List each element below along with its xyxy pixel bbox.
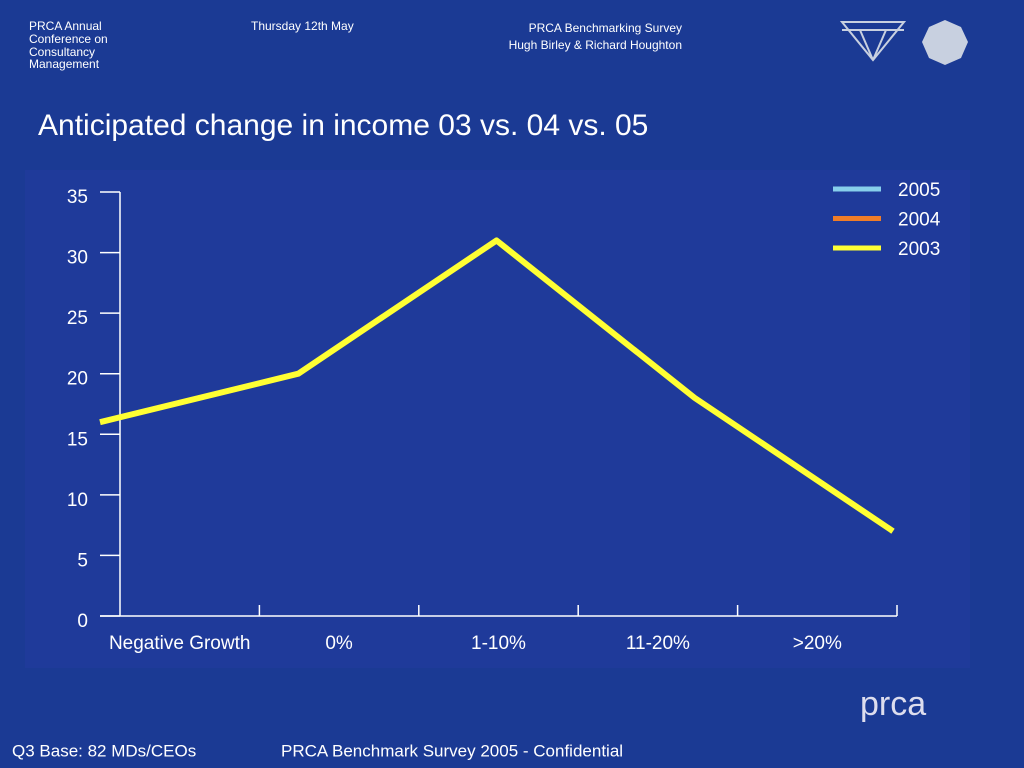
diamond-logo (839, 21, 907, 62)
x-tick-label: 11-20% (626, 633, 690, 654)
chart: 0 5 10 15 20 25 30 35 Negative Growth 0% 1-10% 11-2… (67, 180, 941, 654)
x-tick-label: >20% (793, 633, 842, 654)
gem-logo (922, 20, 968, 65)
y-tick-label: 5 (77, 550, 88, 571)
survey: PRCA Benchmarking Survey (529, 21, 682, 35)
y-tick-label: 25 (67, 308, 88, 329)
y-tick-label: 20 (67, 369, 88, 390)
x-tick-label: 0% (325, 633, 353, 654)
conference-line: Consultancy (29, 45, 95, 59)
authors: Hugh Birley & Richard Houghton (509, 38, 682, 52)
y-tick-label: 0 (77, 611, 88, 632)
conference-line: Management (29, 57, 100, 71)
legend-label: 2005 (898, 180, 940, 201)
series-line (99, 237, 895, 534)
footer-base: Q3 Base: 82 MDs/CEOs (12, 741, 196, 760)
logo: prca (860, 685, 926, 723)
footer-confidential: PRCA Benchmark Survey 2005 - Confidentia… (281, 741, 623, 760)
chart-title: Anticipated change in income 03 vs. 04 v… (38, 109, 648, 142)
y-tick-label: 30 (67, 248, 88, 269)
date: Thursday 12th May (251, 19, 354, 33)
x-tick-label: Negative Growth (109, 633, 251, 654)
y-tick-label: 10 (67, 490, 88, 511)
x-tick-label: 1-10% (471, 633, 526, 654)
conference-line: PRCA Annual (29, 19, 102, 33)
y-tick-label: 15 (67, 429, 88, 450)
legend-label: 2003 (898, 239, 940, 260)
y-tick-label: 35 (67, 187, 88, 208)
plot-panel (25, 170, 970, 668)
legend-label: 2004 (898, 210, 941, 231)
conference-line: Conference on (29, 32, 108, 46)
